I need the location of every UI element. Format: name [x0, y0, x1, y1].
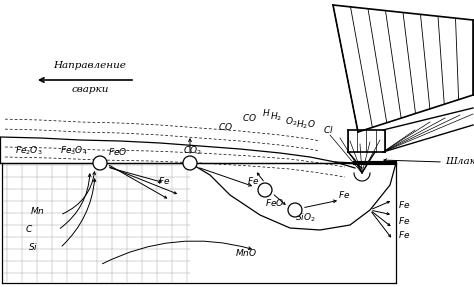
Circle shape — [183, 156, 197, 170]
Text: $FeO$: $FeO$ — [108, 146, 128, 157]
Text: $H_2O$: $H_2O$ — [296, 119, 316, 131]
Text: $Fe$: $Fe$ — [398, 214, 410, 226]
Text: $H_2$: $H_2$ — [270, 110, 282, 123]
Text: $Fe_3O_4$: $Fe_3O_4$ — [60, 144, 88, 157]
Text: $MnO$: $MnO$ — [235, 247, 257, 257]
Text: $C$: $C$ — [25, 222, 33, 234]
Text: $Mn$: $Mn$ — [30, 205, 45, 216]
Text: $Fe$: $Fe$ — [247, 174, 259, 185]
Text: $FeO$: $FeO$ — [265, 197, 284, 208]
Text: $O_2$: $O_2$ — [285, 115, 298, 128]
Text: $Fe$: $Fe$ — [398, 230, 410, 241]
Text: $CO$: $CO$ — [242, 112, 257, 123]
Text: сварки: сварки — [71, 86, 109, 94]
Circle shape — [93, 156, 107, 170]
Text: $Fe_2O_3$: $Fe_2O_3$ — [15, 144, 43, 157]
Circle shape — [258, 183, 272, 197]
Text: $SiO_2$: $SiO_2$ — [295, 212, 316, 224]
Text: Направление: Направление — [54, 61, 127, 69]
Text: $Fe$: $Fe$ — [398, 199, 410, 210]
Text: $Cl$: $Cl$ — [323, 124, 334, 135]
Text: $Fe$: $Fe$ — [338, 189, 350, 201]
Text: $H$: $H$ — [262, 107, 271, 118]
Text: $CO$: $CO$ — [218, 121, 233, 132]
Circle shape — [288, 203, 302, 217]
Text: $Fe$: $Fe$ — [158, 174, 170, 185]
Text: Шлак: Шлак — [445, 158, 474, 166]
Text: $CO_2$: $CO_2$ — [183, 144, 202, 157]
Text: $Si$: $Si$ — [28, 241, 38, 253]
